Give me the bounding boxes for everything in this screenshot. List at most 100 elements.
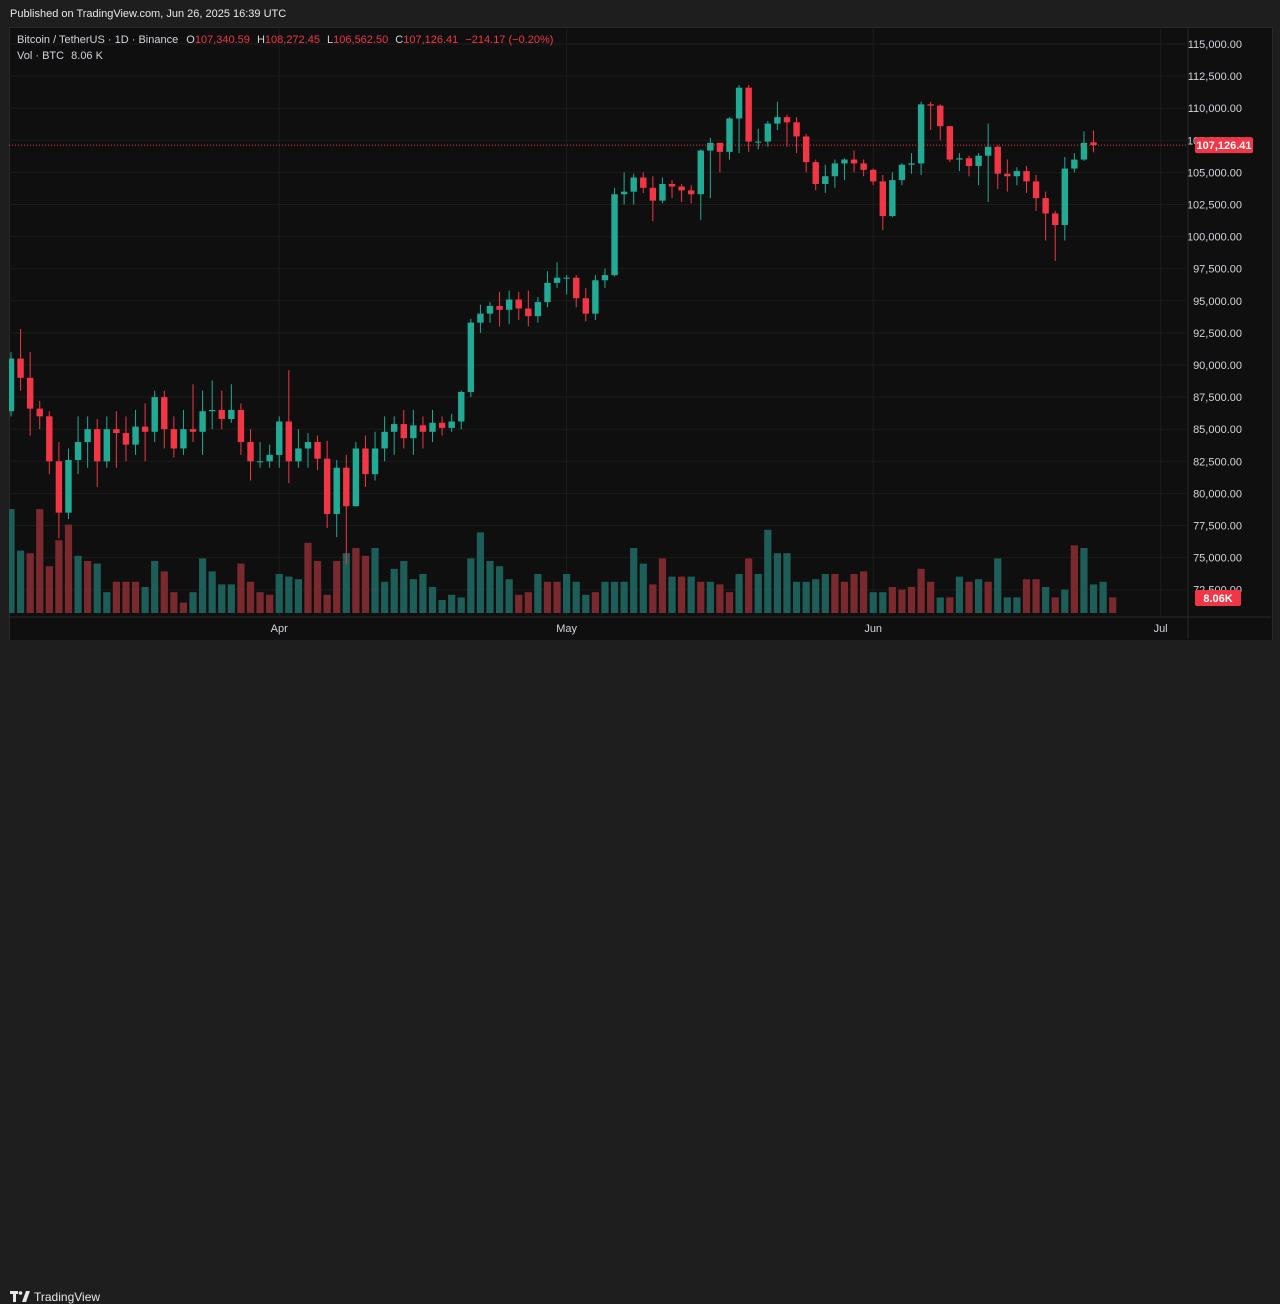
volume-bar [725,592,734,613]
candle-body [36,408,43,417]
candle-body [189,429,197,432]
volume-bar [936,597,944,613]
candle-body [774,117,781,124]
candle-body [1013,171,1021,177]
volume-bar [285,576,293,613]
volume-bar [313,561,322,613]
volume-bar [361,555,370,613]
volume-bar [448,594,456,613]
volume-bar [141,587,149,613]
volume-bar [1003,597,1011,613]
chart-panel[interactable] [9,27,1273,641]
y-tick-label: 77,500.00 [1193,521,1242,533]
candle-body [707,142,714,151]
volume-bar [965,581,973,613]
volume-bar [620,581,628,613]
y-tick-label: 102,500.00 [1187,200,1242,212]
volume-bar [227,584,235,613]
volume-bar [860,571,868,613]
volume-bar [955,576,964,613]
tradingview-logo-icon [10,1291,30,1302]
volume-bar [495,566,504,613]
candle-body [285,421,293,462]
candle-body [649,187,657,201]
volume-bar [409,579,417,613]
volume-bar [505,579,513,613]
candle-body [822,176,829,184]
candlestick-chart[interactable]: 72,500.0075,000.0077,500.0080,000.0082,5… [9,27,1271,639]
candle-body [486,305,494,314]
candle-body [381,431,388,449]
tradingview-logo[interactable]: TradingView [10,1290,100,1304]
y-tick-label: 82,500.00 [1193,456,1242,468]
candle-body [410,425,417,439]
volume-bar [294,579,302,613]
volume-bar [582,594,590,613]
low-label: L [327,34,334,46]
volume-bar [898,589,906,613]
candle-body [735,87,743,119]
volume-bar [1013,597,1021,613]
volume-bar [160,571,168,613]
candle-body [640,177,647,188]
candle-body [113,429,120,434]
volume-bar [323,594,331,613]
volume-bar [706,581,714,613]
volume-bar [840,581,849,613]
candle-body [352,448,360,507]
candle-body [745,87,752,142]
candle-body [611,194,618,276]
candle-body [879,181,886,217]
candle-body [1042,198,1049,214]
candle-body [74,442,82,461]
volume-legend: Vol · BTC 8.06 K [17,50,103,62]
volume-bar [907,587,916,613]
candle-body [544,282,551,303]
volume-bar [199,558,207,613]
candle-body [553,277,561,283]
x-tick-label: Jul [1154,623,1168,635]
volume-bar [697,581,705,613]
volume-bar [630,548,638,613]
candle-body [898,164,906,181]
open-value: 107,340.59 [194,34,250,46]
y-tick-label: 85,000.00 [1193,424,1242,436]
candle-body [266,454,273,462]
volume-value: 8.06 K [71,50,103,62]
close-label: C [395,34,404,46]
volume-bar [773,553,781,613]
volume-bar [783,553,791,613]
candle-body [764,123,772,142]
x-tick-label: Apr [271,623,288,635]
volume-bar [476,532,485,613]
volume-bar [553,581,561,613]
symbol-title[interactable]: Bitcoin / TetherUS · 1D · Binance [17,34,179,46]
candle-body [1080,142,1088,160]
volume-bar [16,550,25,613]
candle-body [793,122,800,137]
candle-body [927,104,934,106]
candle-body [218,409,225,419]
candle-body [26,377,34,409]
candle-body [841,159,848,164]
candle-body [429,422,436,432]
candle-body [94,429,101,462]
volume-bar [275,574,283,613]
candle-body [314,442,321,459]
candle-body [860,163,867,170]
x-tick-label: May [556,623,577,635]
y-tick-label: 115,000.00 [1188,39,1242,51]
candle-body [333,467,340,514]
volume-bar [428,587,437,613]
candle-body [601,275,609,281]
candle-body [65,460,72,513]
volume-bar [831,574,839,613]
candle-body [208,409,216,412]
candle-body [122,433,130,445]
footer: TradingView [0,640,1280,1304]
brand-name: TradingView [34,1290,101,1304]
volume-bar [55,540,63,613]
volume-bar [1080,548,1088,613]
candle-body [1052,213,1059,226]
volume-label[interactable]: Vol · BTC [17,50,65,62]
